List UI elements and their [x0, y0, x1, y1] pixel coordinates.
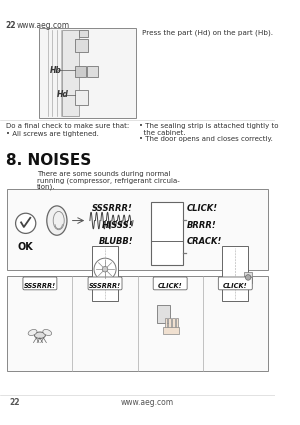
Text: CLICK!: CLICK! [187, 204, 218, 213]
Text: SSSRRR!: SSSRRR! [92, 204, 133, 213]
Bar [176, 318, 178, 329]
Circle shape [102, 266, 108, 272]
Ellipse shape [34, 332, 45, 338]
Ellipse shape [28, 329, 37, 335]
Text: BLUBB!: BLUBB! [98, 237, 133, 246]
FancyBboxPatch shape [153, 277, 187, 290]
Text: Hb: Hb [50, 65, 61, 75]
Ellipse shape [43, 329, 52, 335]
Bar [168, 318, 171, 329]
Text: CRACK!: CRACK! [187, 237, 223, 246]
Ellipse shape [47, 206, 67, 235]
Bar [157, 305, 170, 323]
Bar [75, 39, 88, 52]
Bar [92, 246, 118, 301]
Text: Do a final check to make sure that:: Do a final check to make sure that: [5, 123, 129, 129]
Bar [152, 202, 183, 265]
Text: Hd: Hd [57, 91, 69, 99]
Text: SSSRRR!: SSSRRR! [24, 283, 56, 289]
Text: www.aeg.com: www.aeg.com [120, 398, 173, 407]
Bar [7, 190, 268, 270]
Bar [75, 90, 88, 105]
Bar [38, 28, 136, 118]
Text: There are some sounds during normal: There are some sounds during normal [37, 171, 170, 177]
Bar [75, 65, 86, 76]
Text: www.aeg.com: www.aeg.com [16, 22, 70, 31]
Bar [79, 30, 88, 37]
FancyBboxPatch shape [218, 277, 252, 290]
Text: OK: OK [18, 242, 34, 252]
Circle shape [245, 275, 251, 280]
Text: • All screws are tightened.: • All screws are tightened. [5, 130, 98, 137]
Text: HISSS!: HISSS! [101, 221, 133, 230]
Text: • The door opens and closes correctly.: • The door opens and closes correctly. [140, 136, 273, 142]
Text: 22: 22 [5, 22, 16, 31]
Text: • The sealing strip is attached tightly to: • The sealing strip is attached tightly … [140, 123, 279, 129]
Bar [165, 318, 167, 329]
Text: BRRR!: BRRR! [187, 221, 217, 230]
Text: 8. NOISES: 8. NOISES [5, 153, 91, 168]
Bar [163, 327, 179, 334]
Text: Press the part (Hd) on the part (Hb).: Press the part (Hd) on the part (Hb). [142, 30, 273, 36]
Bar [87, 65, 98, 76]
Text: running (compressor, refrigerant circula-: running (compressor, refrigerant circula… [37, 178, 179, 184]
Text: CLICK!: CLICK! [158, 283, 182, 289]
FancyBboxPatch shape [88, 277, 122, 290]
Bar [223, 246, 248, 301]
Text: SSSRRR!: SSSRRR! [89, 283, 121, 289]
Text: tion).: tion). [37, 184, 55, 190]
Bar [244, 272, 252, 283]
Bar [62, 30, 79, 116]
Bar [172, 318, 175, 329]
Text: the cabinet.: the cabinet. [140, 130, 186, 136]
FancyBboxPatch shape [23, 277, 57, 290]
Bar [7, 275, 268, 371]
Text: CLICK!: CLICK! [223, 283, 248, 289]
Circle shape [16, 213, 36, 233]
Text: 22: 22 [9, 398, 20, 407]
